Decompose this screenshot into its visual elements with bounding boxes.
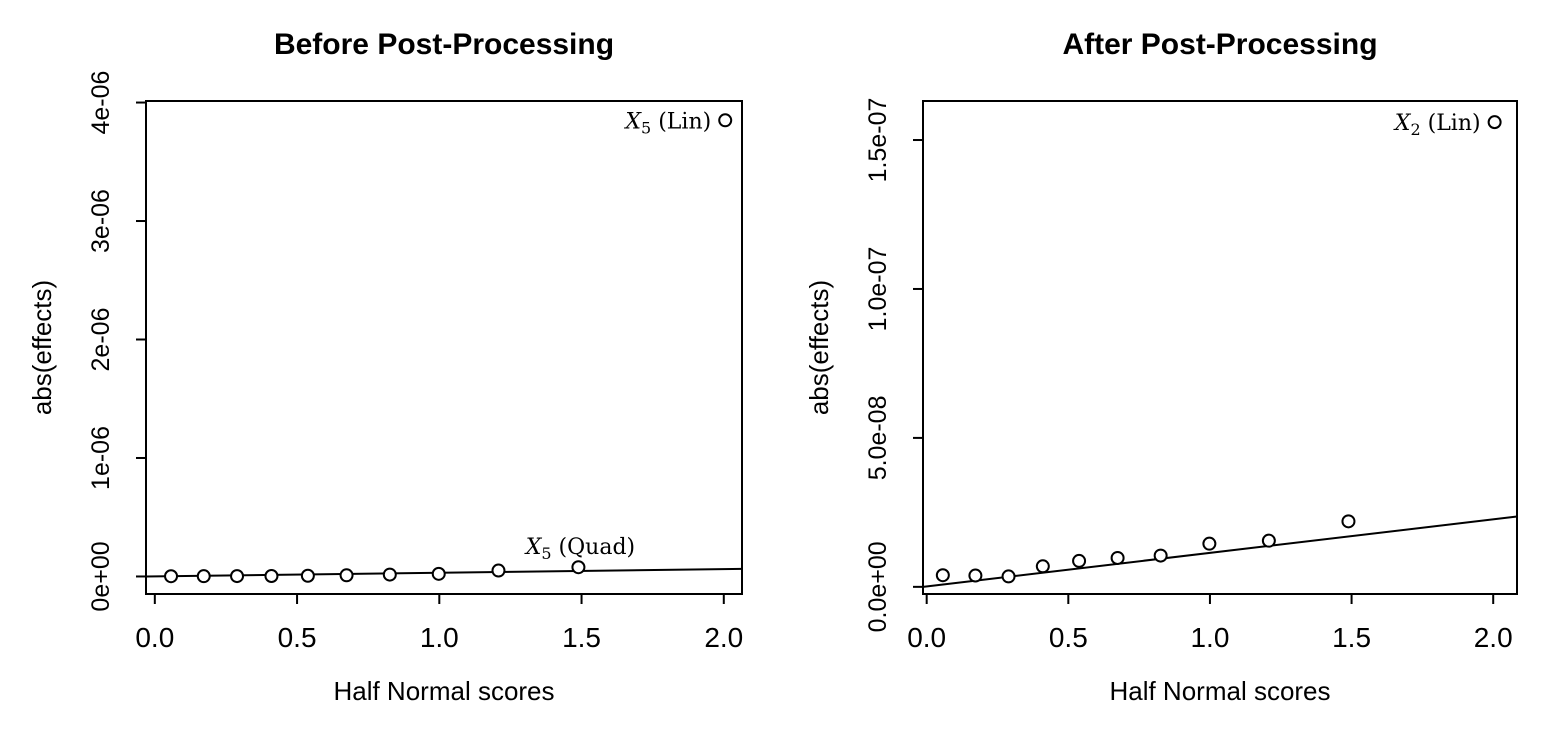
data-point bbox=[718, 113, 733, 128]
point-label-sub: 5 bbox=[541, 544, 551, 563]
point-label-var: X bbox=[623, 109, 642, 134]
data-point bbox=[196, 569, 211, 584]
y-tick-label: 4e-06 bbox=[87, 71, 115, 135]
data-point bbox=[300, 568, 315, 583]
data-point bbox=[431, 566, 446, 581]
y-tick-label: 5.0e-08 bbox=[864, 396, 892, 481]
point-label-rest: (Quad) bbox=[552, 535, 636, 560]
data-point bbox=[1341, 514, 1356, 529]
y-tick-label: 3e-06 bbox=[87, 189, 115, 253]
plot-box bbox=[145, 100, 743, 595]
data-point bbox=[1035, 559, 1050, 574]
point-label-var: X bbox=[1393, 111, 1412, 136]
x-tick-label: 0.5 bbox=[278, 622, 317, 653]
data-point bbox=[264, 568, 279, 583]
y-tick-label: 1.0e-07 bbox=[864, 247, 892, 332]
point-label-rest: (Lin) bbox=[1421, 111, 1481, 136]
panel-after: After Post-Processing 0.0 0.5 1.0 1.5 2.0 0.0e… bbox=[804, 28, 1518, 706]
x-tick-label: 2.0 bbox=[704, 622, 743, 653]
data-point bbox=[968, 568, 983, 583]
data-point bbox=[1261, 533, 1276, 548]
y-tick-label: 1.5e-07 bbox=[864, 98, 892, 183]
data-point bbox=[491, 563, 506, 578]
data-point bbox=[1110, 550, 1125, 565]
data-point bbox=[1202, 536, 1217, 551]
y-tick-label: 1e-06 bbox=[87, 426, 115, 490]
point-label-sub: 2 bbox=[1410, 120, 1420, 139]
y-tick-label: 0e+00 bbox=[87, 541, 115, 611]
x-tick-label: 0.0 bbox=[907, 622, 946, 653]
x-tick-label: 1.5 bbox=[562, 622, 601, 653]
plot-title-before: Before Post-Processing bbox=[274, 28, 614, 61]
data-point bbox=[382, 567, 397, 582]
point-label-rest: (Lin) bbox=[651, 109, 711, 134]
x-tick-label: 1.0 bbox=[420, 622, 459, 653]
data-point bbox=[1153, 548, 1168, 563]
point-label: X5 (Quad) bbox=[524, 535, 635, 563]
x-tick-label: 1.0 bbox=[1190, 622, 1229, 653]
x-tick-label: 1.5 bbox=[1332, 622, 1371, 653]
data-point bbox=[1001, 569, 1016, 584]
data-point bbox=[1072, 553, 1087, 568]
point-label-sub: 5 bbox=[641, 118, 651, 137]
x-axis-label-after: Half Normal scores bbox=[1109, 676, 1330, 706]
x-tick-label: 2.0 bbox=[1474, 622, 1513, 653]
data-point bbox=[571, 560, 586, 575]
point-label-var: X bbox=[524, 535, 543, 560]
fit-line bbox=[922, 515, 1518, 588]
plot-box bbox=[922, 100, 1518, 595]
data-point bbox=[164, 569, 179, 584]
panel-before: Before Post-Processing 0.0 0.5 1.0 1.5 2.0 0e+… bbox=[27, 28, 743, 706]
y-tick-label: 2e-06 bbox=[87, 308, 115, 372]
point-label: X2 (Lin) bbox=[1393, 111, 1481, 139]
plot-title-after: After Post-Processing bbox=[1062, 28, 1377, 61]
y-axis-label-before: abs(effects) bbox=[27, 280, 57, 415]
data-point bbox=[230, 569, 245, 584]
x-axis-label-before: Half Normal scores bbox=[333, 676, 554, 706]
y-axis-label-after: abs(effects) bbox=[804, 280, 834, 415]
data-point bbox=[1487, 115, 1502, 130]
x-tick-label: 0.5 bbox=[1049, 622, 1088, 653]
y-tick-label: 0.0e+00 bbox=[864, 541, 892, 632]
x-tick-label: 0.0 bbox=[135, 622, 174, 653]
data-point bbox=[935, 568, 950, 583]
data-point bbox=[339, 568, 354, 583]
point-label: X5 (Lin) bbox=[623, 109, 711, 137]
